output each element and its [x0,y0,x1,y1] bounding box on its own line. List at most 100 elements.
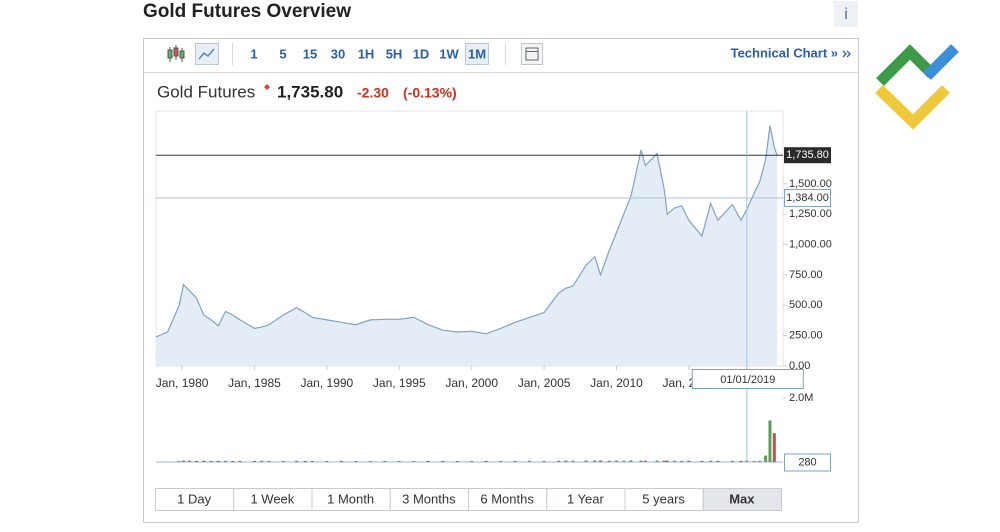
volume-bar [210,461,213,462]
volume-bar [572,461,575,462]
volume-bar [217,461,220,462]
volume-bar [282,461,285,462]
volume-bar [758,461,761,462]
range-label[interactable]: 3 Months [402,491,456,506]
volume-bar [260,461,263,462]
chart: investing.com0.00250.00500.00750.001,000… [156,111,832,471]
volume-bar [188,461,191,462]
y-tick-label: 1,000.00 [789,238,832,250]
volume-bar [673,461,676,462]
volume-bar [340,461,343,462]
price-marker-label: 1,735.80 [786,149,829,161]
interval-button[interactable]: 1M [468,46,486,61]
settings-button[interactable] [522,44,543,65]
y-tick-label: 250.00 [789,330,823,342]
volume-bar [700,461,703,462]
volume-bar [740,461,743,462]
range-label[interactable]: 1 Year [567,491,605,506]
volume-bar [557,461,560,462]
range-group: 1 Day 1 Week 1 Month 3 Months 6 Months 1 Year… [156,489,782,511]
volume-bar [398,461,401,462]
volume-bar [325,461,328,462]
volume-bar [354,461,357,462]
volume-bar [470,461,473,462]
y-tick-label: 1,250.00 [789,208,832,220]
range-label[interactable]: 5 years [642,491,685,506]
line-chart-button[interactable] [196,44,219,65]
y-tick-label: 500.00 [789,299,823,311]
x-tick-label: Jan, 1985 [228,376,281,390]
volume-bar [768,420,771,462]
volume-bar [238,461,241,462]
volume-bar [427,461,430,462]
volume-bar [369,461,372,462]
volume-bar [231,461,234,462]
volume-bar [687,461,690,462]
volume-bar [745,461,748,462]
technical-chart-link[interactable]: Technical Chart » [731,45,838,60]
x-tick-label: Jan, 1990 [301,376,354,390]
volume-bar [644,461,647,462]
volume-bar [640,461,643,462]
interval-button[interactable]: 5H [386,46,403,61]
volume-bar [178,461,181,462]
volume-bar [304,461,307,462]
range-label[interactable]: 6 Months [480,491,534,506]
volume-bar [585,461,588,462]
interval-button[interactable]: 5 [279,46,286,61]
volume-bar [716,461,719,462]
quote-change: -2.30 [357,85,389,101]
instrument-name: Gold Futures [157,82,255,101]
volume-bar [615,461,618,462]
volume-bar [564,461,567,462]
volume-bar [311,461,314,462]
crosshair-y-label: 1,384.00 [786,192,829,204]
volume-bar [608,461,611,462]
volume-bar [543,461,546,462]
interval-button[interactable]: 30 [331,46,345,61]
interval-button[interactable]: 1H [358,46,375,61]
info-icon[interactable]: i [844,6,848,23]
volume-bar [773,433,776,462]
quote-change-pct: (-0.13%) [403,85,457,101]
interval-button[interactable]: 15 [303,46,317,61]
y-tick-label: 750.00 [789,269,823,281]
crosshair-x-label: 01/01/2019 [720,374,775,386]
interval-button[interactable]: 1 [250,46,257,61]
x-tick-label: Jan, 2010 [590,376,643,390]
volume-bar [753,461,756,462]
volume-tick-label: 2.0M [789,392,813,404]
interval-button[interactable]: 1D [413,46,430,61]
range-label[interactable]: 1 Week [250,491,294,506]
range-label[interactable]: Max [729,491,755,506]
volume-bar [383,461,386,462]
volume-bar [656,461,659,462]
volume-bar [253,461,256,462]
range-label[interactable]: 1 Month [327,491,374,506]
y-tick-label: 1,500.00 [789,178,832,190]
volume-bar [709,461,712,462]
volume-bar [622,461,625,462]
volume-marker-label: 280 [798,456,816,468]
quote-price: 1,735.80 [277,82,343,101]
x-tick-label: Jan, 2005 [518,376,571,390]
volume-bar [680,461,683,462]
x-tick-label: Jan, 1995 [373,376,426,390]
volume-bar [202,461,205,462]
page-title: Gold Futures Overview [143,1,351,22]
range-label[interactable]: 1 Day [177,491,211,506]
interval-button[interactable]: 1W [439,46,459,61]
volume-bar [666,461,669,462]
volume-bar [456,461,459,462]
volume-bar [593,460,596,462]
volume-bar [629,460,632,462]
x-tick-label: Jan, 2000 [445,376,498,390]
volume-bar [599,461,602,462]
volume-bar [224,461,227,462]
x-tick-label: Jan, 1980 [156,376,209,390]
volume-bar [182,461,185,462]
volume-bar [499,461,502,462]
volume-bar [485,461,488,462]
